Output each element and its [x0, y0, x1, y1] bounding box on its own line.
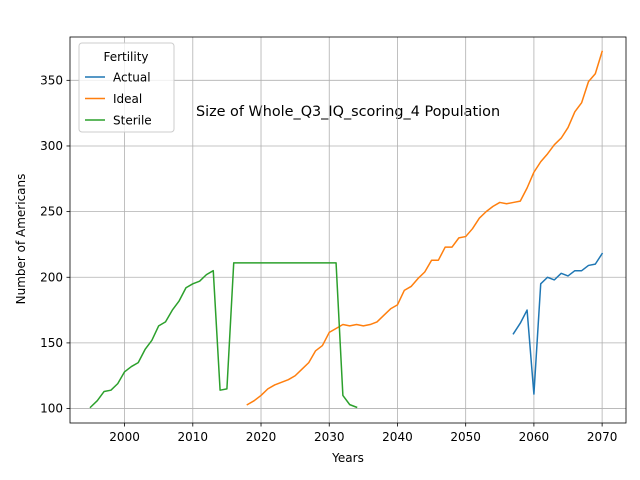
x-tick-label: 2040: [382, 430, 413, 444]
chart-title: Size of Whole_Q3_IQ_scoring_4 Population: [196, 104, 500, 120]
x-tick-label: 2060: [519, 430, 550, 444]
x-axis-label: Years: [331, 451, 364, 465]
series-line-actual: [512, 252, 604, 395]
y-tick-label: 250: [40, 205, 63, 219]
legend-label-ideal: Ideal: [113, 92, 142, 106]
y-tick-label: 200: [40, 270, 63, 284]
y-tick-label: 150: [40, 336, 63, 350]
legend-box: [78, 42, 175, 133]
x-tick-label: 2010: [178, 430, 209, 444]
x-tick-label: 2030: [314, 430, 345, 444]
series-line-sterile: [89, 262, 358, 409]
x-tick-label: 2000: [109, 430, 140, 444]
series-layer: [89, 50, 604, 409]
x-tick-label: 2050: [450, 430, 481, 444]
grid: [70, 37, 626, 423]
y-tick-label: 300: [40, 139, 63, 153]
legend-label-sterile: Sterile: [113, 114, 152, 128]
y-tick-label: 350: [40, 73, 63, 87]
series-line-ideal: [246, 50, 604, 406]
y-tick-label: 100: [40, 402, 63, 416]
x-axis: 2000 2010 2020 2030 2040 2050 2060 2070: [109, 423, 617, 444]
y-axis-label: Number of Americans: [14, 174, 28, 305]
legend-title: Fertility: [103, 50, 148, 64]
plot-frame: [69, 36, 627, 424]
y-axis: 100 150 200 250 300 350: [40, 73, 70, 416]
x-tick-label: 2070: [587, 430, 618, 444]
x-tick-label: 2020: [246, 430, 277, 444]
legend: Fertility Actual Ideal Sterile: [78, 42, 175, 133]
legend-label-actual: Actual: [113, 71, 151, 85]
